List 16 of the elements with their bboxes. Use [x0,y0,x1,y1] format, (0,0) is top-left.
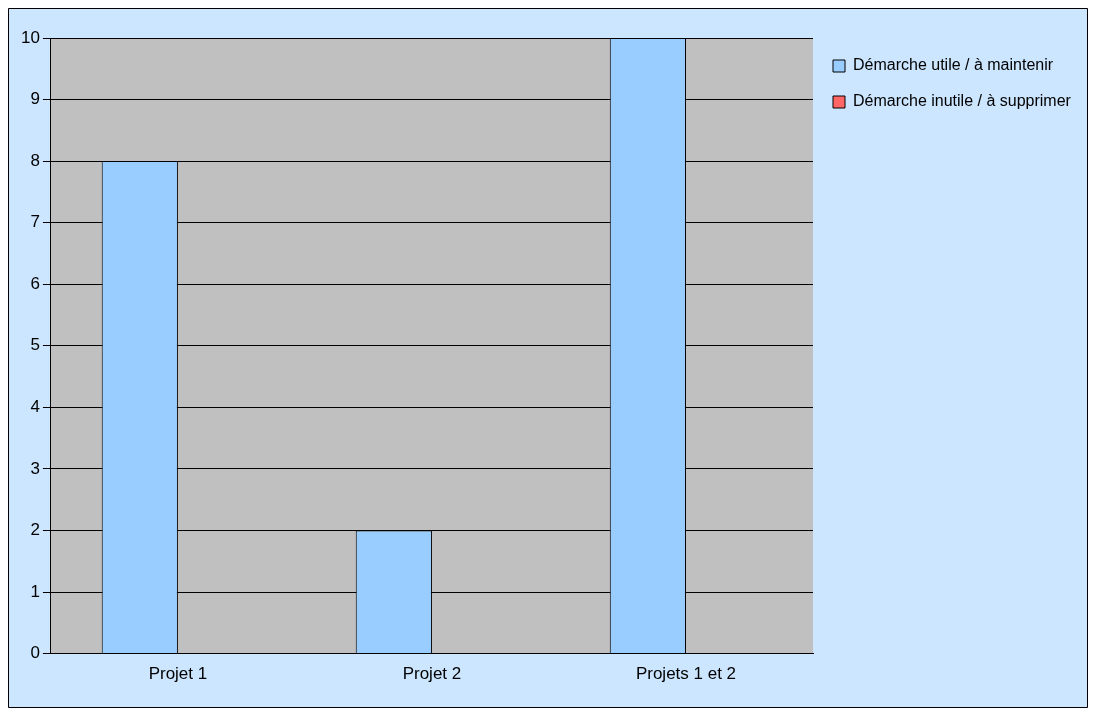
x-tick-label: Projet 1 [148,664,208,684]
x-tick-label: Projet 2 [402,664,462,684]
y-tick-label: 7 [30,212,40,232]
y-tick-label: 1 [30,581,40,601]
legend-label: Démarche inutile / à supprimer [853,92,1072,110]
y-tick-label: 4 [30,397,40,417]
y-tick-label: 9 [30,89,40,109]
y-tick-label: 3 [30,458,40,478]
y-tick-label: 8 [30,150,40,170]
y-tick-label: 6 [30,273,40,293]
y-tick-label: 10 [20,27,40,47]
y-tick-label: 2 [30,520,40,540]
x-tick-label: Projets 1 et 2 [635,664,737,684]
legend-label: Démarche utile / à maintenir [853,56,1054,74]
y-tick-label: 0 [30,643,40,663]
y-tick-label: 5 [30,335,40,355]
